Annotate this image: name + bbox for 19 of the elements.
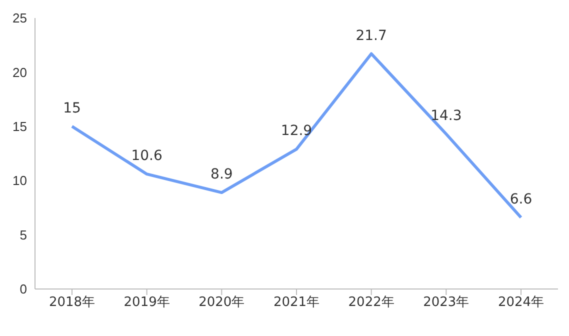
x-tick-label: 2020年	[198, 295, 245, 310]
y-tick-label: 20	[12, 64, 27, 80]
data-label: 10.6	[131, 148, 163, 164]
x-tick-label: 2021年	[273, 295, 320, 310]
y-tick-label: 5	[20, 227, 27, 242]
y-tick-label: 0	[20, 282, 27, 297]
y-tick-label: 25	[12, 10, 27, 26]
x-tick-label: 2018年	[48, 295, 96, 310]
data-label: 21.7	[356, 28, 387, 44]
x-tick-label: 2022年	[348, 295, 394, 310]
x-tick-label: 2019年	[124, 295, 170, 310]
data-label: 15	[63, 100, 81, 116]
y-tick-label: 15	[12, 119, 27, 134]
x-tick-label: 2024年	[498, 295, 544, 310]
x-tick-label: 2023年	[423, 295, 470, 310]
data-label: 6.6	[510, 191, 532, 208]
data-label: 14.3	[430, 108, 462, 124]
y-tick-label: 10	[12, 173, 27, 188]
data-label: 8.9	[210, 166, 233, 183]
